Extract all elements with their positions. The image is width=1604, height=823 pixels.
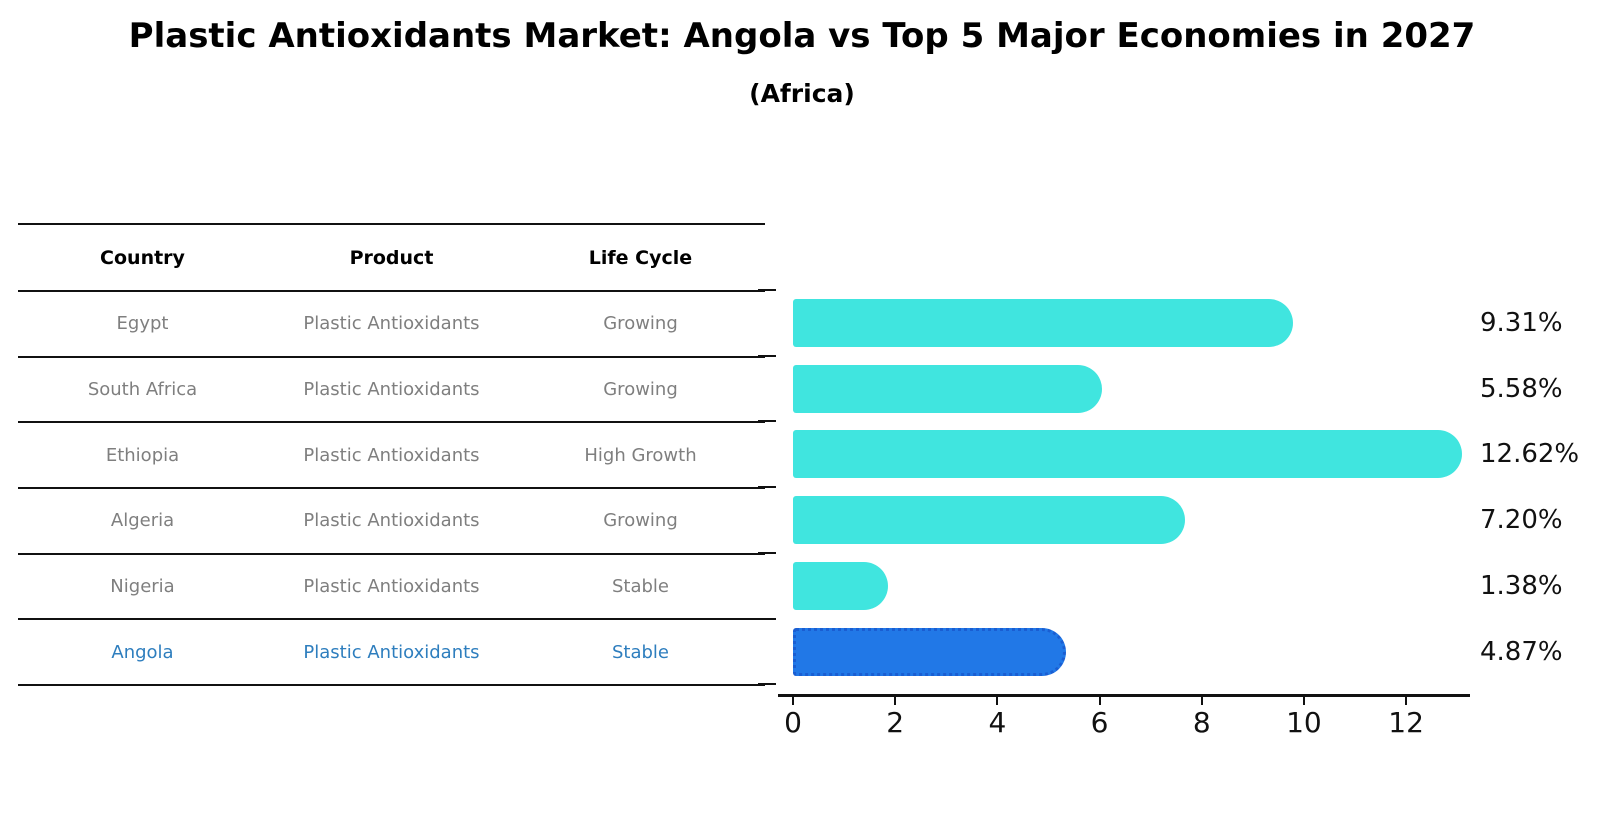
table-row: Egypt Plastic Antioxidants Growing [18, 292, 765, 358]
x-axis-tick-label: 8 [1192, 706, 1211, 739]
x-axis-tick [1302, 696, 1305, 705]
table-cell-country: Algeria [110, 510, 175, 532]
bar-south-africa [793, 364, 1103, 413]
x-axis-tick-label: 10 [1286, 706, 1322, 739]
bar-algeria [793, 496, 1185, 545]
table-cell-country: South Africa [87, 379, 198, 401]
table-cell-product: Plastic Antioxidants [303, 641, 480, 663]
chart-subtitle: (Africa) [749, 79, 855, 108]
table-row: Nigeria Plastic Antioxidants Stable [18, 555, 765, 621]
table-cell-product: Plastic Antioxidants [303, 379, 480, 401]
table-row: Ethiopia Plastic Antioxidants High Growth [18, 423, 765, 490]
y-axis-tick [758, 551, 776, 554]
table-cell-product: Plastic Antioxidants [303, 510, 480, 532]
bar-angola [793, 627, 1066, 676]
y-axis-tick [758, 486, 776, 489]
table-cell-country: Egypt [116, 313, 169, 335]
bar-ethiopia [793, 430, 1462, 479]
x-axis-line [778, 694, 1470, 697]
x-axis-tick [894, 696, 897, 705]
table-row: Algeria Plastic Antioxidants Growing [18, 489, 765, 555]
table-header-life-cycle: Life Cycle [588, 246, 693, 269]
y-axis-tick [758, 683, 776, 686]
x-axis-tick [1405, 696, 1408, 705]
bar-value-label: 12.62% [1480, 439, 1580, 470]
bar-value-label: 9.31% [1480, 308, 1563, 338]
table-cell-country: Ethiopia [105, 444, 180, 466]
table-row: Angola Plastic Antioxidants Stable [18, 620, 765, 687]
chart-title: Plastic Antioxidants Market: Angola vs T… [128, 16, 1476, 56]
x-axis-tick [996, 696, 999, 705]
y-axis-tick [758, 420, 776, 423]
table-cell-life-cycle: Stable [611, 641, 669, 663]
y-axis-tick [758, 617, 776, 620]
table-cell-product: Plastic Antioxidants [303, 444, 480, 466]
bar-egypt [793, 299, 1293, 347]
country-table: Country Product Life Cycle Egypt Plastic … [18, 223, 765, 687]
table-body: Egypt Plastic Antioxidants Growing South Af… [18, 292, 765, 687]
table-cell-product: Plastic Antioxidants [303, 313, 480, 335]
x-axis-tick-label: 12 [1388, 706, 1424, 739]
table-header-row: Country Product Life Cycle [18, 225, 765, 292]
x-axis-tick [792, 696, 794, 705]
table-cell-life-cycle: High Growth [584, 444, 697, 466]
table-header-country: Country [100, 246, 185, 269]
table-header-product: Product [349, 246, 434, 269]
x-axis-tick-label: 6 [1090, 706, 1109, 739]
x-axis-tick [1098, 696, 1101, 705]
table-cell-life-cycle: Growing [603, 379, 678, 401]
bar-value-label: 4.87% [1480, 636, 1563, 667]
table-cell-life-cycle: Stable [611, 576, 669, 598]
y-axis-tick [758, 354, 776, 357]
table-cell-life-cycle: Growing [603, 510, 678, 532]
bar-value-label: 5.58% [1480, 373, 1563, 404]
bar-nigeria [793, 561, 888, 610]
x-axis-tick [1200, 696, 1203, 705]
y-axis-tick [758, 289, 776, 291]
plot-area: 9.31% 5.58% 12.62% 7.20% 1.38% 4.87% 0 2 4 6 8 10 12 [758, 289, 1579, 739]
x-axis-tick-label: 2 [886, 706, 905, 739]
x-axis-tick-label: 0 [784, 706, 802, 739]
table-cell-life-cycle: Growing [603, 313, 678, 335]
table-cell-country: Nigeria [110, 576, 175, 598]
bar-value-label: 1.38% [1480, 570, 1563, 601]
table-row: South Africa Plastic Antioxidants Growing [18, 358, 765, 424]
table-cell-country: Angola [111, 641, 174, 663]
x-axis-tick-label: 4 [988, 706, 1007, 739]
table-cell-product: Plastic Antioxidants [303, 576, 480, 598]
bar-value-label: 7.20% [1480, 505, 1563, 536]
